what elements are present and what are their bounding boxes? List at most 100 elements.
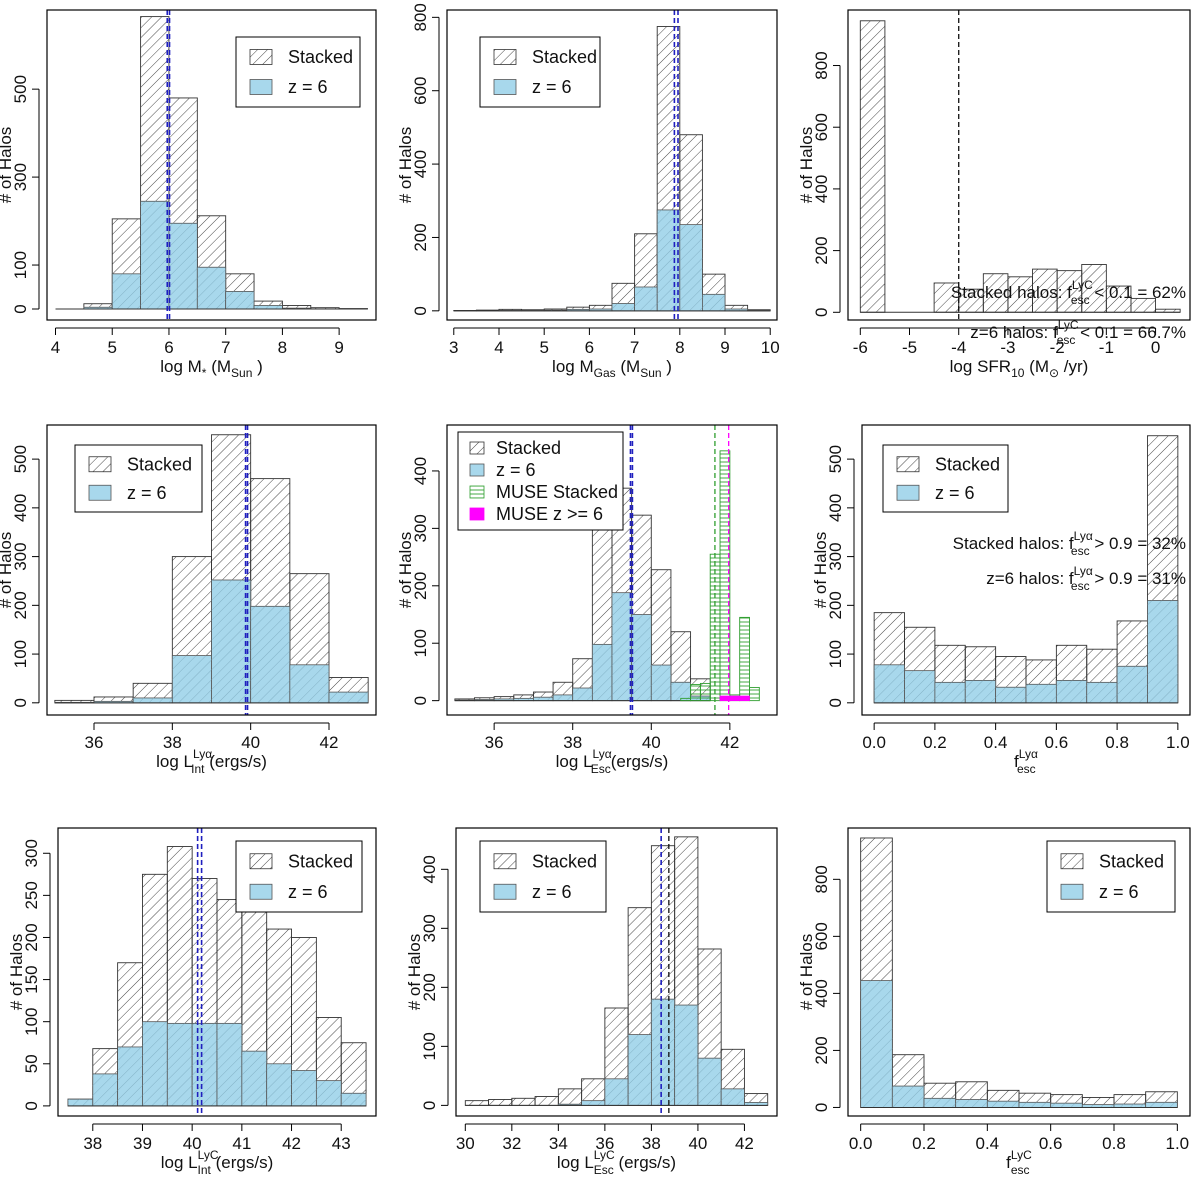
x-tick-label: 4 (494, 338, 503, 357)
bar-z6-hatch (172, 655, 212, 703)
legend-box (235, 840, 363, 913)
x-tick-label: 30 (456, 1134, 475, 1153)
bar-z6-hatch (702, 294, 726, 311)
bar-z6-hatch (533, 697, 554, 701)
x-tick-label: 0.2 (912, 1134, 936, 1153)
bar-z6-hatch (721, 1088, 745, 1106)
x-label-tail2: ) (252, 357, 262, 376)
panel-p7: 38 39 40 41 42 43 0 50 100 150 200 250 300 # of Halos… (7, 827, 377, 1177)
legend: Stacked z = 6 (479, 840, 607, 913)
bar-stacked (534, 1096, 559, 1106)
bar-z6-hatch (987, 1101, 1019, 1108)
x-label-sub2: Sun (640, 366, 661, 380)
bar-z6-hatch (674, 1005, 698, 1106)
legend-label: MUSE z >= 6 (496, 504, 603, 524)
bar-z6-hatch (651, 665, 671, 701)
x-label-sub: Esc (591, 762, 611, 776)
legend-box (74, 444, 203, 513)
bar-stacked (859, 20, 886, 313)
annotation-text: Stacked halos: fLyα esc > 0.9 = 32% (953, 529, 1186, 558)
x-label-sup: Lyα (193, 747, 212, 761)
legend-box (479, 840, 607, 913)
y-axis-label: # of Halos (396, 532, 415, 609)
panel-p2: 3 4 5 6 7 8 9 10 0 200 400 600 800 # of Halos log MGas… (396, 3, 780, 380)
bar-z6-hatch (168, 223, 198, 310)
x-tick-label: 8 (278, 338, 287, 357)
x-tick-label: 40 (241, 733, 260, 752)
legend-box (1046, 840, 1176, 913)
y-tick-label: 250 (22, 881, 41, 909)
annotation-sub: esc (1071, 293, 1090, 307)
bar-z6-hatch (241, 1051, 267, 1106)
y-tick-label: 0 (812, 308, 831, 317)
legend-label: Stacked (532, 851, 597, 871)
x-label-sup: LyC (594, 1148, 615, 1162)
x-tick-label: 0 (1151, 338, 1160, 357)
annotation-text: Stacked halos: fLyC esc < 0.1 = 62% (951, 278, 1186, 307)
x-tick-label: 5 (107, 338, 116, 357)
legend-swatch (896, 456, 920, 473)
x-label-base: log L (161, 1153, 198, 1172)
y-tick-label: 600 (411, 77, 430, 105)
y-tick-label: 400 (826, 494, 845, 522)
bar-z6-hatch (566, 309, 590, 311)
annotation-post: > 0.9 = 31% (1090, 569, 1186, 588)
x-label-sub: Int (198, 1163, 212, 1177)
bar-z6-hatch (197, 267, 226, 310)
legend-label: Stacked (532, 47, 597, 67)
y-tick-label: 800 (411, 3, 430, 31)
legend-swatch (896, 484, 920, 501)
y-tick-label: 400 (411, 457, 430, 485)
x-axis-label: log SFR10 (M⊙ /yr) (950, 357, 1089, 380)
bar-z6-hatch (553, 694, 573, 701)
y-tick-label: 0 (11, 304, 30, 313)
bar-z6-hatch (1019, 1102, 1051, 1108)
bar-z6-hatch (1147, 600, 1178, 703)
x-label-tail: (M (616, 357, 641, 376)
bar-z6-hatch (651, 999, 675, 1106)
annotation-post: < 0.1 = 62% (1090, 283, 1186, 302)
bar-z6-hatch (631, 614, 652, 701)
x-tick-label: 42 (735, 1134, 754, 1153)
x-axis-label: fLyC esc (1006, 1148, 1032, 1177)
bar-z6-hatch (634, 286, 658, 311)
legend-label: z = 6 (127, 483, 167, 503)
legend-box (882, 444, 1009, 513)
annotation-sub: esc (1057, 333, 1076, 347)
bar-z6-hatch (83, 307, 113, 310)
plot-frame (847, 827, 1191, 1117)
bar-z6-hatch (860, 980, 893, 1108)
x-label-base: log L (156, 752, 193, 771)
x-tick-label: 1.0 (1166, 1134, 1190, 1153)
legend-label: Stacked (127, 454, 192, 474)
x-tick-label: 42 (320, 733, 339, 752)
panel-p6: 0.0 0.2 0.4 0.6 0.8 1.0 0 100 200 300 400 500 # of H… (811, 424, 1191, 776)
legend: Stacked z = 6 (1046, 840, 1176, 913)
x-tick-label: 0.0 (862, 733, 886, 752)
x-tick-label: 6 (585, 338, 594, 357)
bar-z6-hatch (254, 305, 283, 310)
bar-z6-hatch (94, 701, 134, 703)
y-tick-label: 0 (411, 696, 430, 705)
bar-z6-hatch (1026, 684, 1057, 703)
bar-stacked (1007, 276, 1033, 313)
legend: Stacked z = 6 (235, 840, 363, 913)
bar-z6-hatch (612, 303, 635, 311)
plot-frame (46, 9, 377, 321)
y-tick-label: 300 (411, 514, 430, 542)
x-tick-label: 43 (332, 1134, 351, 1153)
x-label-sub: esc (1011, 1163, 1030, 1177)
bar-z6-hatch (211, 579, 251, 703)
y-tick-label: 200 (826, 591, 845, 619)
annotation-sub: esc (1071, 579, 1090, 593)
legend-label: z = 6 (288, 77, 328, 97)
annotation-sup: LyC (1072, 278, 1093, 292)
y-tick-label: 300 (11, 163, 30, 191)
panel-p5: 36 38 40 42 0 100 200 300 400 # of Halos log LLyα E… (396, 424, 778, 776)
plot-area (454, 425, 760, 715)
plot-area (859, 10, 1181, 320)
bar-z6-hatch (934, 682, 966, 703)
bar-z6-hatch (1145, 1102, 1178, 1108)
bar-z6-hatch (697, 1058, 722, 1106)
